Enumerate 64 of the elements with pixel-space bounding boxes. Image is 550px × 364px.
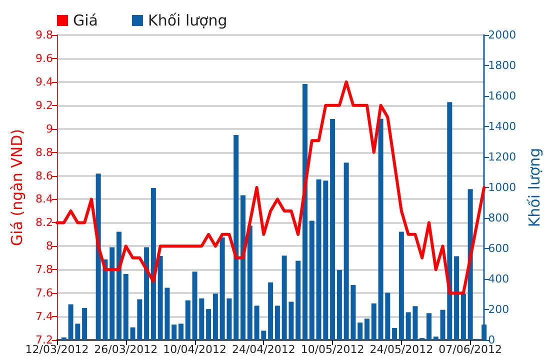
y-tick-label: 9.6 — [36, 52, 53, 65]
y2-tick-label: 200 — [488, 303, 510, 316]
bar — [172, 324, 177, 340]
x-tick-label: 24/04/2012 — [232, 343, 296, 356]
y2-tick-label: 800 — [488, 212, 510, 224]
bar — [358, 322, 363, 340]
bar — [392, 328, 398, 340]
bar — [302, 84, 308, 340]
bar — [296, 260, 301, 340]
bar — [398, 232, 404, 340]
y-tick-label: 9.2 — [36, 98, 53, 112]
y-tick-label: 8.8 — [36, 146, 53, 159]
bar — [234, 135, 239, 340]
x-tick-label: 24/05/2012 — [370, 343, 434, 356]
y2-tick-label: 1800 — [488, 59, 516, 72]
y-tick-label: 8 — [46, 240, 53, 253]
y2-tick-label: 1400 — [488, 120, 516, 133]
bar — [433, 336, 438, 340]
y2-tick-label: 2000 — [488, 28, 516, 42]
bar — [178, 324, 184, 340]
bar — [274, 306, 280, 340]
bar — [330, 119, 336, 340]
y-tick-label: 7.4 — [36, 310, 53, 324]
y-axis-title: Giá (ngàn VND) — [8, 129, 26, 246]
x-tick-label: 10/04/2012 — [163, 343, 226, 356]
bar — [123, 274, 128, 340]
bar — [426, 313, 432, 340]
bar — [82, 308, 88, 340]
bar — [364, 318, 370, 340]
legend-label: Giá — [73, 12, 98, 30]
bar — [150, 188, 156, 340]
x-tick-label: 10/05/2012 — [300, 343, 364, 356]
bar — [309, 220, 314, 340]
y-tick-label: 9.4 — [36, 75, 53, 88]
y2-tick-label: 1600 — [488, 90, 516, 102]
y2-axis-title: Khối lượng — [526, 148, 544, 228]
bar — [144, 247, 150, 340]
bar — [212, 294, 218, 340]
bar — [336, 270, 342, 340]
y-tick-label: 8.4 — [36, 192, 53, 206]
bar — [371, 303, 376, 340]
y2-tick-label: 1200 — [488, 150, 516, 164]
y-tick-label: 9 — [46, 122, 53, 136]
y2-tick-label: 1000 — [488, 181, 516, 194]
y-tick-label: 8.2 — [36, 216, 53, 230]
bar — [185, 300, 190, 340]
x-tick-label: 12/03/2012 — [25, 343, 89, 356]
legend-label: Khối lượng — [148, 12, 228, 30]
y2-tick-label: 600 — [488, 242, 510, 255]
y2-tick-label: 400 — [488, 272, 510, 286]
bar — [240, 195, 246, 340]
bar — [460, 294, 466, 340]
bar — [268, 282, 274, 340]
bar — [116, 232, 122, 340]
y-tick-label: 8.6 — [36, 169, 53, 182]
bar — [454, 256, 460, 340]
y-tick-label: 9.8 — [36, 28, 53, 42]
bar — [206, 309, 212, 340]
x-tick-label: 26/03/2012 — [94, 343, 158, 356]
y-tick-label: 7.6 — [36, 286, 53, 300]
bar — [247, 226, 252, 340]
y-tick-label: 7.8 — [36, 263, 53, 276]
bar — [110, 247, 115, 340]
bar — [61, 337, 66, 340]
